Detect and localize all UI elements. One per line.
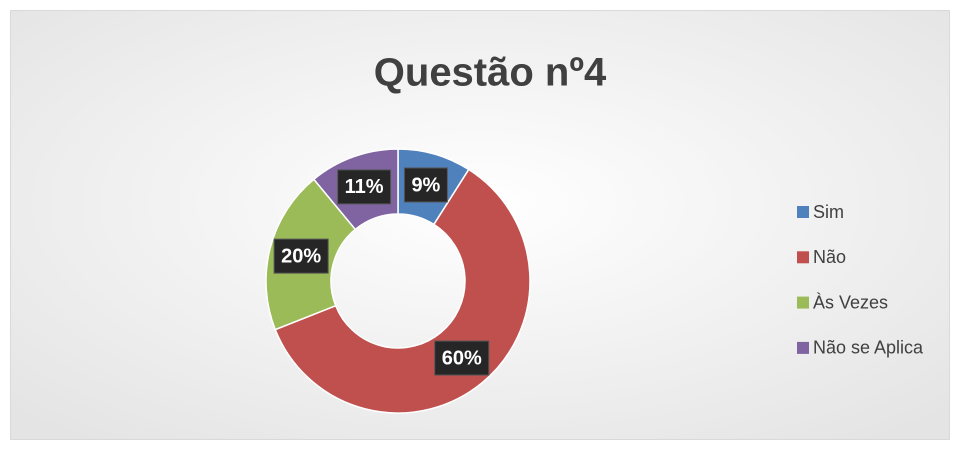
data-label: 20%	[281, 245, 321, 267]
legend-label: Não	[813, 247, 846, 267]
legend-label: Sim	[813, 202, 844, 222]
data-label-box	[434, 340, 490, 376]
data-label-box	[403, 167, 448, 203]
chart-title: Questão nº4	[374, 51, 607, 95]
legend-swatch	[797, 206, 809, 218]
legend-swatch	[797, 296, 809, 309]
legend-swatch	[797, 251, 809, 264]
data-label: 11%	[345, 176, 384, 198]
legend-swatch	[797, 341, 809, 354]
data-label-box	[273, 238, 329, 274]
data-label-box	[337, 169, 392, 205]
legend-label: Não se Aplica	[813, 338, 924, 358]
data-label: 9%	[411, 174, 440, 196]
data-label: 60%	[442, 347, 482, 369]
legend-label: Às Vezes	[813, 292, 888, 312]
